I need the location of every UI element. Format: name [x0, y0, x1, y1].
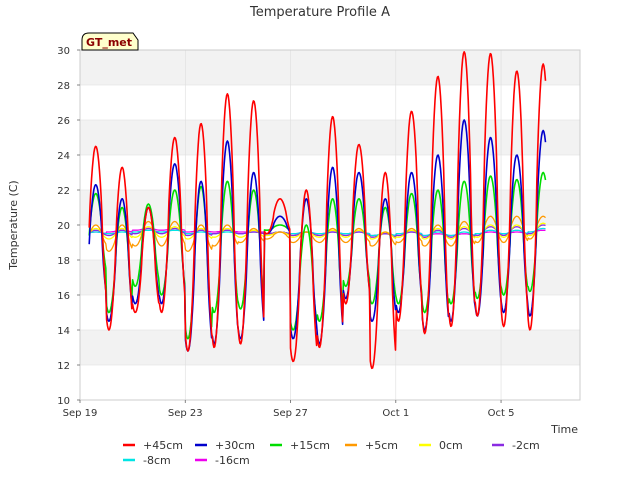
series-line [88, 227, 546, 237]
x-tick-label: Sep 23 [168, 408, 203, 419]
y-tick-label: 24 [57, 151, 70, 162]
plot-band [80, 85, 580, 120]
y-tick-label: 18 [57, 256, 70, 267]
legend-label: -2cm [512, 439, 540, 452]
y-tick-label: 22 [57, 186, 70, 197]
plot-band [80, 330, 580, 365]
site-badge-text: GT_met [86, 36, 132, 49]
legend-label: +15cm [290, 439, 330, 452]
y-tick-label: 26 [57, 116, 70, 127]
y-axis-label: Temperature (C) [7, 180, 20, 270]
y-tick-label: 28 [57, 81, 70, 92]
series-lines [88, 50, 547, 370]
legend-label: +5cm [365, 439, 398, 452]
plot-band [80, 365, 580, 400]
x-tick-label: Oct 5 [488, 408, 515, 419]
legend-label: -16cm [215, 454, 250, 467]
x-tick-label: Sep 27 [273, 408, 308, 419]
x-axis-ticks: Sep 19 Sep 23 Sep 27 Oct 1 Oct 5 [63, 400, 515, 419]
x-axis-label: Time [550, 423, 578, 436]
legend-label: +45cm [143, 439, 183, 452]
legend-label: -8cm [143, 454, 171, 467]
y-tick-label: 16 [57, 291, 70, 302]
y-axis-ticks: 10 12 14 16 18 20 22 24 26 28 30 [57, 46, 80, 407]
y-tick-label: 30 [57, 46, 70, 57]
site-badge-shape [81, 32, 139, 51]
y-tick-label: 10 [57, 396, 70, 407]
legend-label: +30cm [215, 439, 255, 452]
y-tick-label: 14 [57, 326, 70, 337]
site-badge: GT_met [81, 32, 139, 51]
y-tick-label: 12 [57, 361, 70, 372]
x-tick-label: Oct 1 [382, 408, 409, 419]
y-tick-label: 20 [57, 221, 70, 232]
series-line [88, 50, 547, 370]
x-tick-label: Sep 19 [63, 408, 98, 419]
plot-band [80, 50, 580, 85]
legend-label: 0cm [439, 439, 463, 452]
legend: +45cm +30cm +15cm +5cm 0cm -2cm -8cm -16cm [123, 439, 540, 467]
chart-title: Temperature Profile A [249, 5, 390, 20]
